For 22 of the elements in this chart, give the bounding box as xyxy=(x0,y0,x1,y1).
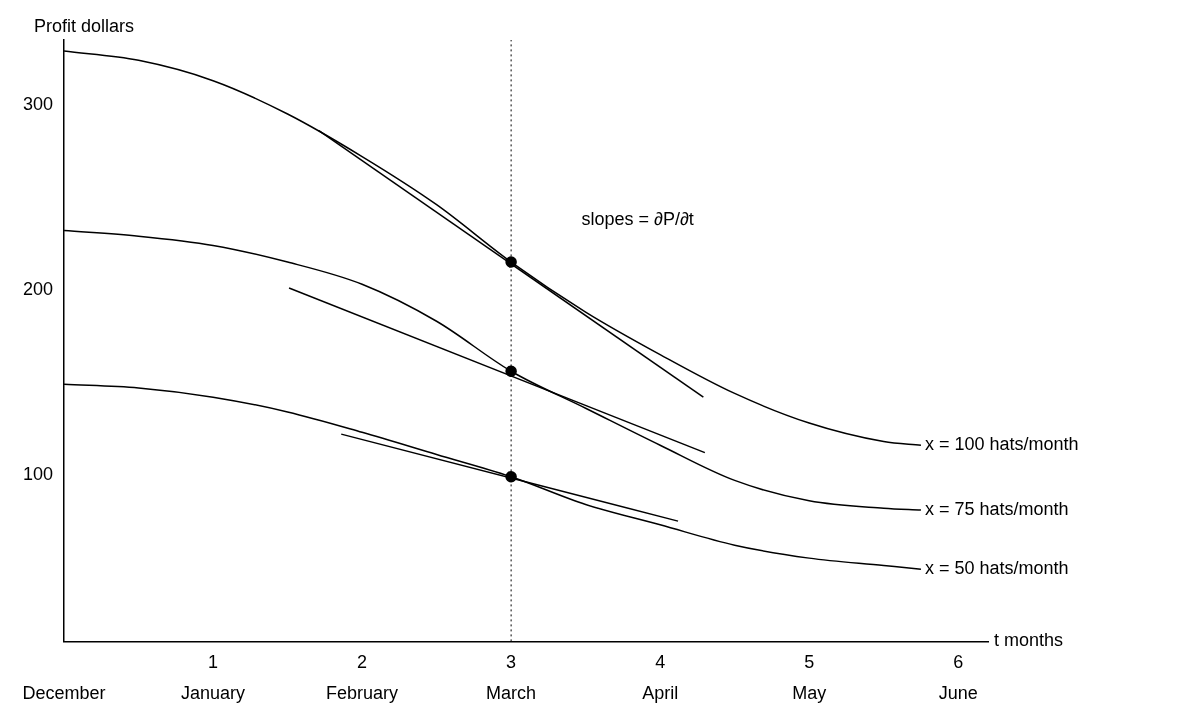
y-tick-label: 200 xyxy=(22,278,54,299)
series-label: x = 100 hats/month xyxy=(924,434,1079,455)
text: January xyxy=(181,683,246,704)
text: June xyxy=(938,683,978,704)
x-tick-label: 4 xyxy=(655,652,666,673)
y-axis-title: Profit dollars xyxy=(34,15,135,36)
x-tick-label: 5 xyxy=(804,652,815,673)
text: April xyxy=(642,683,679,704)
x-tick-label: 3 xyxy=(506,652,517,673)
series-label: x = 75 hats/month xyxy=(924,498,1069,519)
text: December xyxy=(22,683,106,704)
text: March xyxy=(486,683,537,704)
x-tick-label: 6 xyxy=(953,652,964,673)
x-tick-label: 1 xyxy=(208,652,219,673)
x-axis-title: t months xyxy=(994,630,1064,651)
y-tick-label: 100 xyxy=(22,463,54,484)
text: February xyxy=(326,683,399,704)
annotation: slopes = ∂P/∂t xyxy=(581,209,694,230)
y-tick-label: 300 xyxy=(22,93,54,114)
series-label: x = 50 hats/month xyxy=(924,558,1069,579)
text: May xyxy=(792,683,827,704)
x-tick-label: 2 xyxy=(357,652,368,673)
